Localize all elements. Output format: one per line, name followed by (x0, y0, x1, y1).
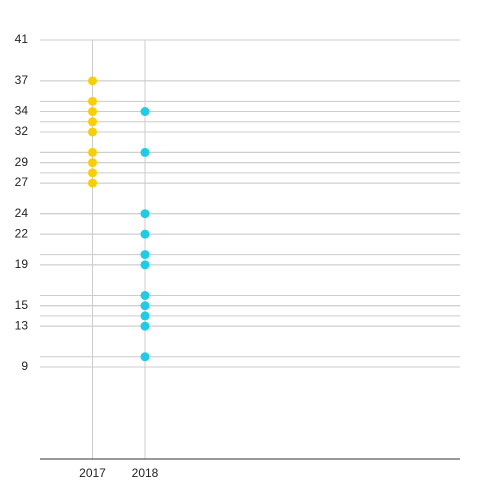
y-tick-label: 22 (15, 226, 29, 240)
dot (88, 76, 97, 86)
y-tick-label: 27 (15, 175, 29, 189)
dot (88, 147, 97, 157)
dot (140, 260, 150, 270)
dot (140, 301, 150, 311)
dot (88, 96, 97, 106)
y-tick-label: 24 (15, 206, 29, 220)
y-tick-label: 19 (15, 257, 29, 271)
dot (88, 178, 97, 188)
y-tick-label: 13 (15, 318, 29, 332)
y-tick-label: 15 (15, 298, 29, 312)
y-tick-label: 37 (15, 73, 29, 87)
y-tick-label: 32 (15, 124, 29, 138)
x-tick-label: 2018 (132, 466, 159, 480)
x-tick-label: 2017 (79, 466, 106, 480)
dot (140, 250, 150, 260)
dot (140, 311, 150, 321)
dot (140, 107, 150, 117)
y-tick-label: 9 (21, 359, 28, 373)
dot (88, 158, 97, 168)
dot (140, 209, 150, 219)
dot (140, 147, 150, 157)
dot (88, 107, 97, 117)
y-tick-label: 34 (15, 104, 29, 118)
y-tick-label: 29 (15, 155, 29, 169)
dot (140, 229, 150, 239)
dot (88, 168, 97, 178)
dot (88, 117, 97, 127)
y-tick-label: 41 (15, 32, 29, 46)
dot (140, 290, 150, 300)
dot (88, 127, 97, 137)
dot (140, 321, 150, 331)
dot (140, 352, 150, 362)
